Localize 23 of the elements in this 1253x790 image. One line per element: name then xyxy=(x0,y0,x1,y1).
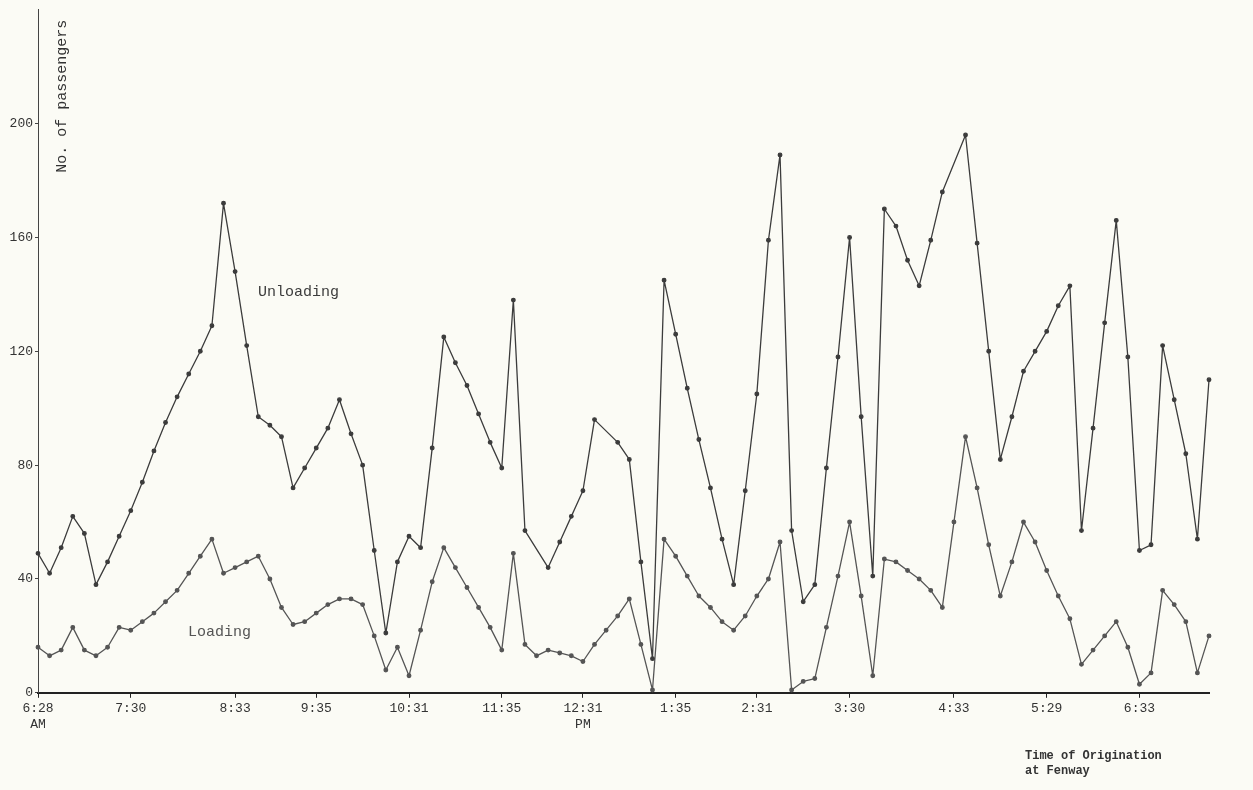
x-tick-label: 9:35 xyxy=(300,701,332,717)
x-tick-label: 7:30 xyxy=(115,701,147,717)
text: Loading xyxy=(188,623,252,641)
y-axis-title: No. of passengers xyxy=(53,19,71,173)
x-tick-label: 8:33 xyxy=(219,701,251,717)
x-tick-label: 4:33 xyxy=(938,701,970,717)
x-tick-label: 1:35 xyxy=(660,701,692,717)
x-tick-label: 6:28 AM xyxy=(22,701,54,732)
y-tick-label: 80 xyxy=(17,457,33,473)
x-tick-label: 3:30 xyxy=(833,701,866,717)
x-axis-title: Time of Origination at Fenway xyxy=(1025,749,1162,779)
x-tick-label: 11:35 xyxy=(482,701,522,717)
x-tick-label: 10:31 xyxy=(389,701,429,717)
x-tick-label: 5:29 xyxy=(1031,701,1063,717)
x-tick-label: 12:31 PM xyxy=(563,701,603,732)
y-tick-label: 160 xyxy=(9,229,33,245)
y-tick-label: 40 xyxy=(17,571,33,587)
x-tick-label: 6:33 xyxy=(1123,701,1156,717)
y-tick-label: 200 xyxy=(9,116,33,132)
y-tick-label: 0 xyxy=(25,685,33,701)
y-tick-label: 120 xyxy=(9,343,33,359)
series-label: Unloading xyxy=(258,283,340,301)
x-tick-label: 2:31 xyxy=(741,701,773,717)
